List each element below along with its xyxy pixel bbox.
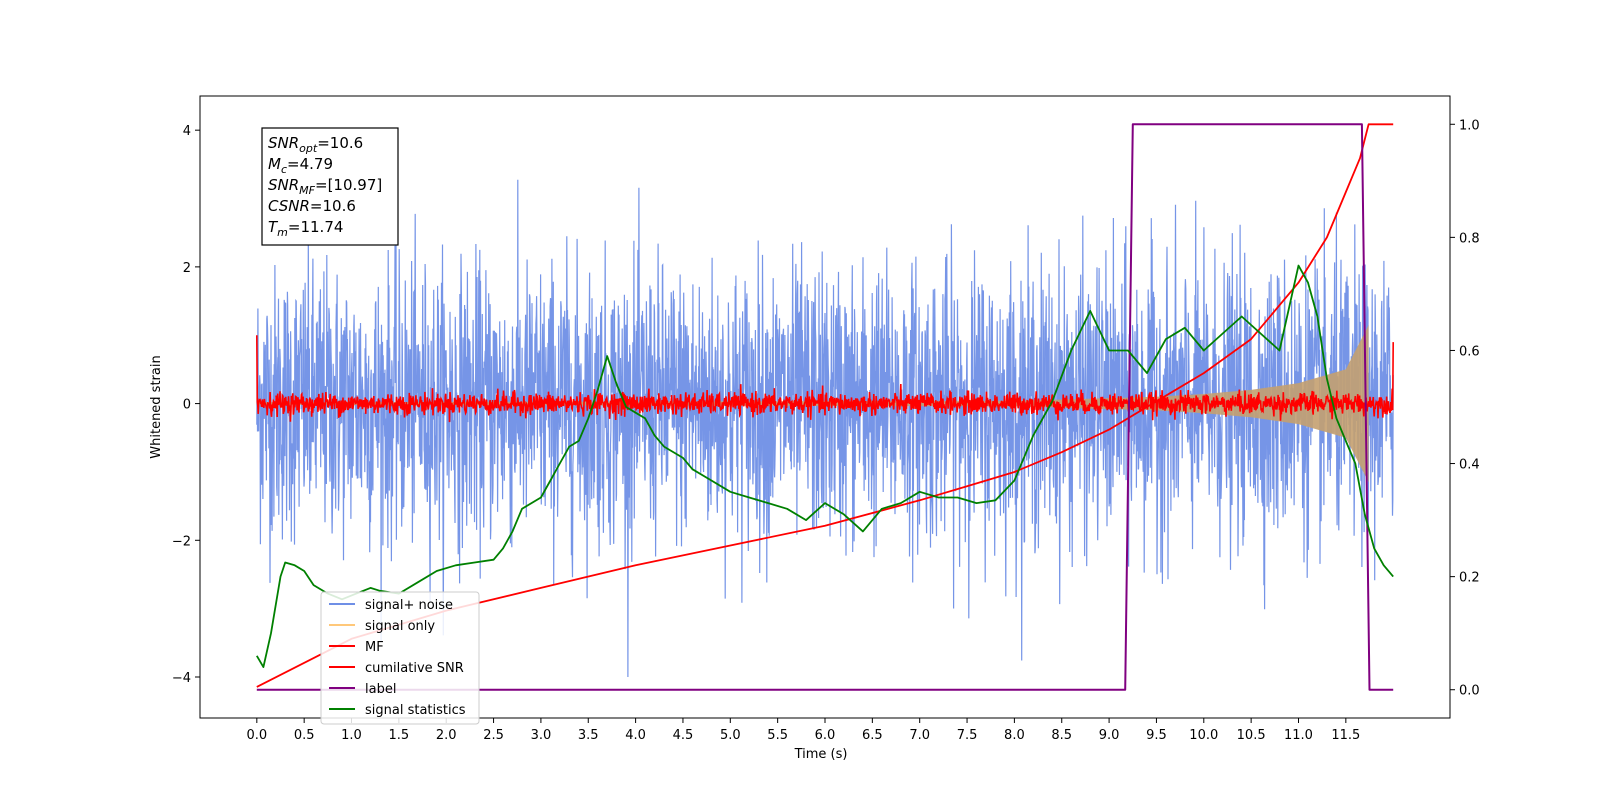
y-left-tick-label: −2 xyxy=(172,534,191,549)
annotation-subscript: m xyxy=(277,226,288,239)
legend-label: signal+ noise xyxy=(365,598,453,613)
x-tick-label: 9.0 xyxy=(1099,728,1120,743)
stats-annotation-box: SNRopt=10.6Mc=4.79SNRMF=[10.97]CSNR=10.6… xyxy=(261,127,399,246)
y-left-tick-label: −4 xyxy=(172,671,191,686)
annotation-value: =[10.97] xyxy=(315,176,382,194)
x-tick-label: 11.5 xyxy=(1331,728,1360,743)
x-tick-label: 10.0 xyxy=(1189,728,1218,743)
x-tick-label: 2.0 xyxy=(436,728,457,743)
y-axis-left-label: Whitened strain xyxy=(149,355,164,458)
x-tick-label: 6.0 xyxy=(815,728,836,743)
series-signal-noise xyxy=(256,179,1394,678)
x-tick-label: 3.0 xyxy=(531,728,552,743)
series-cumulative-snr xyxy=(256,123,1394,688)
annotation-symbol: SNR xyxy=(268,134,299,152)
x-tick-label: 9.5 xyxy=(1146,728,1167,743)
annotation-value: =4.79 xyxy=(287,155,333,173)
legend-label: signal statistics xyxy=(365,703,466,718)
y-axis-left: 4 2 0 −2 −4 xyxy=(172,124,200,686)
x-tick-label: 5.5 xyxy=(767,728,788,743)
annotation-subscript: MF xyxy=(299,184,315,197)
x-tick-label: 4.0 xyxy=(625,728,646,743)
annotation-line: CSNR=10.6 xyxy=(268,197,356,215)
legend: signal+ noise signal only MF cumilative SNR… xyxy=(320,591,480,725)
annotation-value: =10.6 xyxy=(317,134,363,152)
legend-label: signal only xyxy=(365,619,435,634)
x-tick-label: 5.0 xyxy=(720,728,741,743)
x-tick-label: 10.5 xyxy=(1237,728,1266,743)
x-tick-label: 7.5 xyxy=(957,728,978,743)
x-tick-label: 0.0 xyxy=(246,728,267,743)
annotation-subscript: c xyxy=(281,163,287,176)
x-tick-label: 0.5 xyxy=(294,728,315,743)
annotation-line: Mc=4.79 xyxy=(268,155,333,176)
y-right-tick-label: 0.6 xyxy=(1459,344,1480,359)
x-tick-label: 4.5 xyxy=(673,728,694,743)
x-tick-label: 8.5 xyxy=(1051,728,1072,743)
annotation-line: SNRopt=10.6 xyxy=(268,134,363,155)
y-axis-right: 1.0 0.8 0.6 0.4 0.2 0.0 xyxy=(1450,118,1480,699)
annotation-frame xyxy=(261,127,399,246)
x-tick-label: 1.0 xyxy=(341,728,362,743)
legend-frame xyxy=(320,591,480,725)
y-right-tick-label: 0.4 xyxy=(1459,458,1480,473)
y-right-tick-label: 0.2 xyxy=(1459,571,1480,586)
x-tick-label: 3.5 xyxy=(578,728,599,743)
y-right-tick-label: 0.8 xyxy=(1459,231,1480,246)
x-tick-label: 6.5 xyxy=(862,728,883,743)
annotation-value: =10.6 xyxy=(310,197,356,215)
x-tick-label: 1.5 xyxy=(389,728,410,743)
y-right-tick-label: 1.0 xyxy=(1459,118,1480,133)
y-left-tick-label: 4 xyxy=(183,124,191,139)
x-tick-label: 2.5 xyxy=(483,728,504,743)
legend-label: label xyxy=(365,682,396,697)
y-right-tick-label: 0.0 xyxy=(1459,684,1480,699)
annotation-value: =11.74 xyxy=(288,218,344,236)
x-tick-label: 8.0 xyxy=(1004,728,1025,743)
series-layer xyxy=(256,123,1394,691)
annotation-symbol: CSNR xyxy=(268,197,310,215)
annotation-line: Tm=11.74 xyxy=(268,218,343,239)
annotation-line: SNRMF=[10.97] xyxy=(268,176,382,197)
annotation-symbol: SNR xyxy=(268,176,299,194)
x-axis-label: Time (s) xyxy=(794,747,848,762)
x-tick-label: 7.0 xyxy=(909,728,930,743)
legend-label: MF xyxy=(365,640,384,655)
y-left-tick-label: 0 xyxy=(183,398,191,413)
annotation-symbol: M xyxy=(268,155,281,173)
x-tick-label: 11.0 xyxy=(1284,728,1313,743)
annotation-symbol: T xyxy=(268,218,279,236)
series-mf xyxy=(256,335,1394,423)
x-axis: 0.0 0.5 1.0 1.5 2.0 2.5 3.0 3.5 4.0 4.5 5.0 5.5 6.0 6… xyxy=(246,718,1360,743)
y-left-tick-label: 2 xyxy=(183,261,191,276)
annotation-subscript: opt xyxy=(299,142,318,155)
series-label xyxy=(256,123,1394,691)
legend-label: cumilative SNR xyxy=(365,661,464,676)
